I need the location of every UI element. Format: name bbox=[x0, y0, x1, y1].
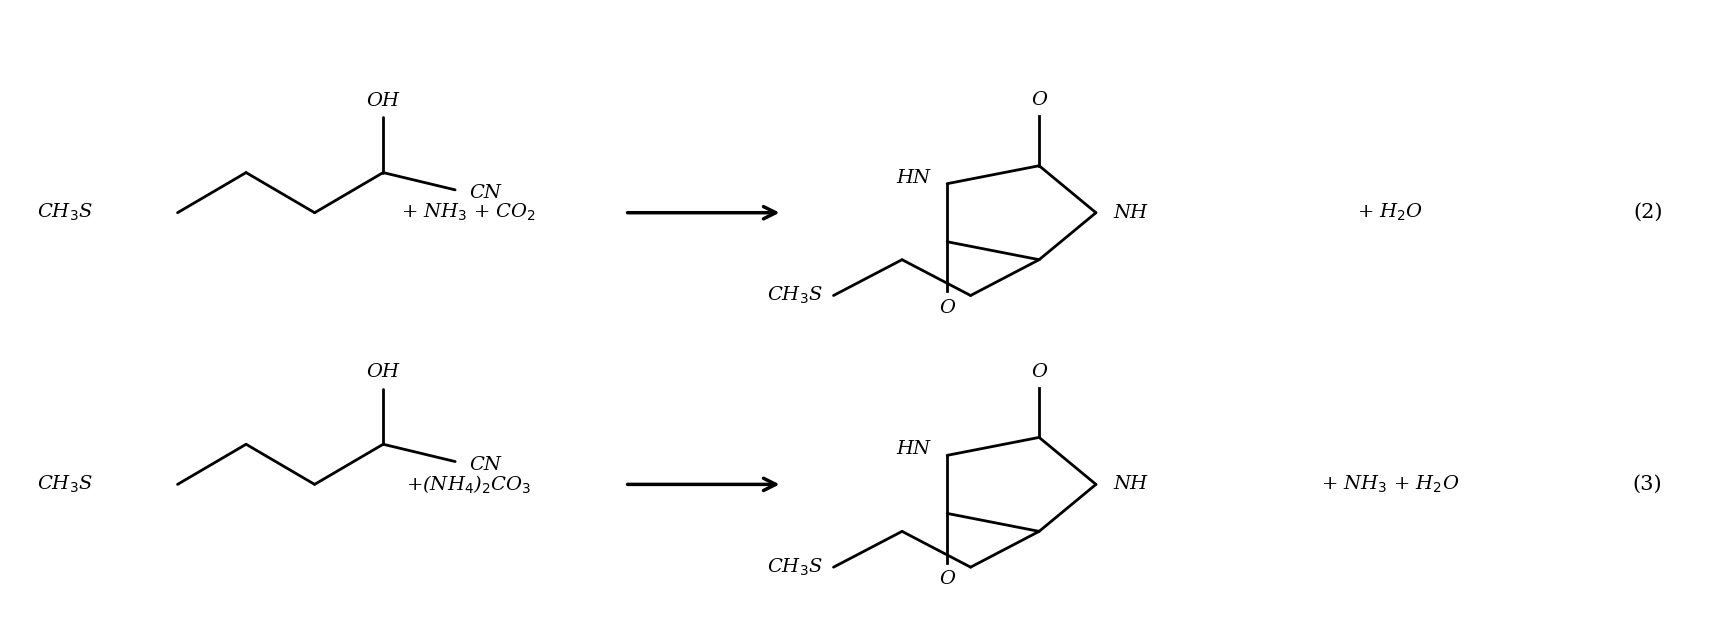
Text: (3): (3) bbox=[1633, 475, 1662, 494]
Text: HN: HN bbox=[896, 440, 930, 458]
Text: O: O bbox=[1031, 363, 1047, 381]
Text: + NH$_3$ + CO$_2$: + NH$_3$ + CO$_2$ bbox=[401, 202, 536, 224]
Text: CH$_3$S: CH$_3$S bbox=[767, 556, 823, 578]
Text: CN: CN bbox=[469, 184, 500, 202]
Text: CH$_3$S: CH$_3$S bbox=[767, 285, 823, 306]
Text: OH: OH bbox=[366, 92, 399, 110]
Text: O: O bbox=[1031, 91, 1047, 109]
Text: HN: HN bbox=[896, 168, 930, 186]
Text: CN: CN bbox=[469, 455, 500, 473]
Text: O: O bbox=[939, 570, 956, 588]
Text: NH: NH bbox=[1114, 475, 1147, 493]
Text: O: O bbox=[939, 298, 956, 316]
Text: (2): (2) bbox=[1633, 203, 1662, 222]
Text: + H$_2$O: + H$_2$O bbox=[1358, 202, 1423, 224]
Text: CH$_3$S: CH$_3$S bbox=[38, 202, 93, 224]
Text: OH: OH bbox=[366, 363, 399, 381]
Text: + NH$_3$ + H$_2$O: + NH$_3$ + H$_2$O bbox=[1322, 473, 1459, 495]
Text: CH$_3$S: CH$_3$S bbox=[38, 473, 93, 495]
Text: +(NH$_4$)$_2$CO$_3$: +(NH$_4$)$_2$CO$_3$ bbox=[406, 473, 531, 495]
Text: NH: NH bbox=[1114, 204, 1147, 222]
